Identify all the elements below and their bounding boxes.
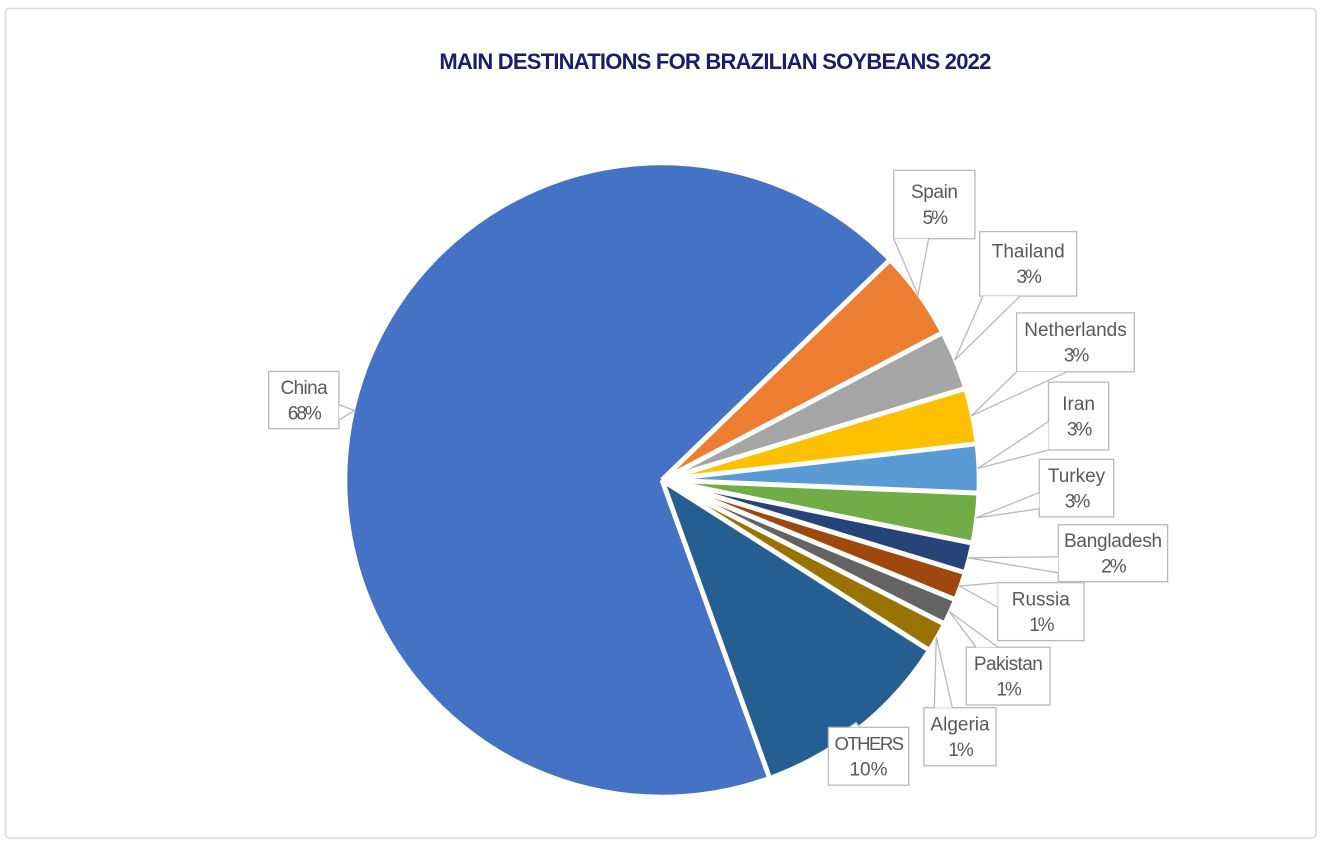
svg-text:Russia: Russia: [1012, 589, 1071, 610]
svg-text:68%: 68%: [288, 403, 322, 424]
svg-text:Pakistan: Pakistan: [974, 654, 1042, 675]
svg-text:3%: 3%: [1064, 346, 1090, 367]
svg-text:3%: 3%: [1065, 491, 1091, 512]
svg-text:Algeria: Algeria: [930, 715, 990, 736]
svg-text:Thailand: Thailand: [992, 242, 1065, 263]
svg-text:Spain: Spain: [911, 182, 958, 203]
svg-text:3%: 3%: [1067, 419, 1093, 440]
svg-text:China: China: [280, 378, 328, 399]
svg-text:MAIN DESTINATIONS FOR BRAZILIA: MAIN DESTINATIONS FOR BRAZILIAN SOYBEANS…: [439, 49, 991, 74]
svg-text:Turkey: Turkey: [1048, 466, 1106, 487]
svg-text:Iran: Iran: [1062, 394, 1095, 415]
svg-text:3%: 3%: [1016, 267, 1042, 288]
svg-text:5%: 5%: [923, 208, 949, 229]
svg-text:1%: 1%: [996, 679, 1022, 700]
svg-text:1%: 1%: [948, 740, 974, 761]
svg-text:2%: 2%: [1101, 557, 1127, 578]
svg-text:10%: 10%: [849, 760, 887, 781]
svg-text:Bangladesh: Bangladesh: [1064, 531, 1162, 552]
svg-text:Netherlands: Netherlands: [1024, 320, 1126, 341]
svg-text:1%: 1%: [1029, 615, 1055, 636]
svg-text:OTHERS: OTHERS: [834, 733, 903, 754]
